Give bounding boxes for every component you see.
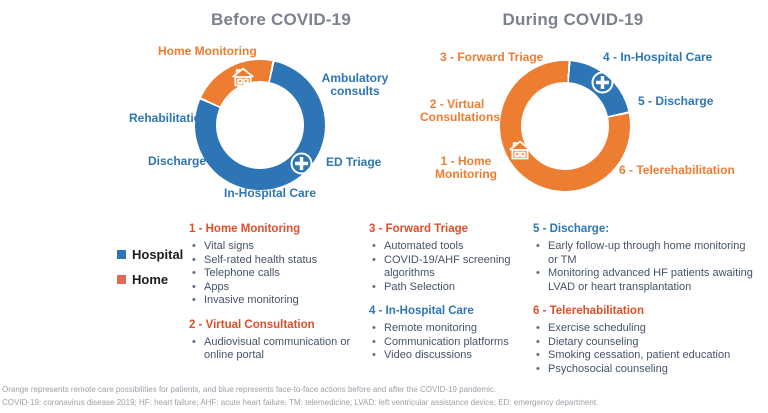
section-home-monitoring: 1 - Home Monitoring Vital signs Self-rat… [189, 222, 357, 308]
before-label-ed-triage: ED Triage [326, 155, 382, 169]
medical-cross-icon [290, 152, 313, 175]
before-chart-title: Before COVID-19 [211, 10, 351, 29]
list-item: Automated tools [369, 240, 521, 254]
section-title: 3 - Forward Triage [369, 223, 469, 235]
legend-item-home: Home [117, 272, 183, 287]
section-title: 6 - Telerehabilitation [533, 305, 644, 317]
during-chart-title: During COVID-19 [502, 10, 644, 29]
hospital-color-swatch [117, 250, 126, 259]
section-title: 4 - In-Hospital Care [369, 305, 474, 317]
during-label-forward-triage: 3 - Forward Triage [440, 50, 544, 64]
during-label-home-monitoring: 1 - Home Monitoring [435, 154, 497, 181]
before-label-in-hospital-care: In-Hospital Care [224, 186, 317, 200]
during-label-telerehabilitation: 6 - Telerehabilitation [619, 163, 735, 177]
list-item: Communication platforms [369, 336, 521, 350]
section-title: 2 - Virtual Consultation [189, 318, 315, 331]
list-item: Dietary counseling [533, 336, 755, 350]
legend-label-hospital: Hospital [132, 247, 184, 262]
list-item: Path Selection [369, 281, 521, 295]
section-telerehabilitation: 6 - Telerehabilitation Exercise scheduli… [533, 304, 755, 376]
section-virtual-consultation: 2 - Virtual Consultation Audiovisual com… [189, 318, 357, 363]
before-label-ambulatory-consults: Ambulatory consults [321, 71, 389, 98]
list-item: COVID-19/AHF screening algorithms [369, 254, 521, 281]
before-label-discharge: Discharge [148, 154, 207, 168]
during-label-virtual-consultations: 2 - Virtual Consultations [420, 97, 500, 124]
section-items: Early follow-up through home monitoring … [533, 240, 755, 294]
section-items: Audiovisual communication or online port… [189, 336, 357, 363]
during-label-discharge: 5 - Discharge [638, 94, 714, 108]
list-column-3: 5 - Discharge: Early follow-up through h… [533, 222, 755, 376]
section-items: Remote monitoring Communication platform… [369, 322, 521, 363]
list-item: Self-rated health status [189, 254, 357, 268]
medical-cross-icon [591, 71, 614, 94]
list-item: Invasive monitoring [189, 294, 357, 308]
section-items: Automated tools COVID-19/AHF screening a… [369, 240, 521, 294]
list-item: Remote monitoring [369, 322, 521, 336]
before-donut-chart [195, 60, 325, 190]
section-items: Exercise scheduling Dietary counseling S… [533, 322, 755, 376]
legend-item-hospital: Hospital [117, 247, 183, 262]
footnote-abbreviations: COVID-19: coronavirus disease 2019; HF: … [2, 398, 599, 407]
section-title: 1 - Home Monitoring [189, 223, 301, 235]
during-donut-chart [500, 61, 630, 191]
list-item: Apps [189, 281, 357, 295]
list-item: Video discussions [369, 349, 521, 363]
section-discharge: 5 - Discharge: Early follow-up through h… [533, 222, 755, 294]
list-item: Vital signs [189, 240, 357, 254]
section-title: 5 - Discharge: [533, 223, 610, 235]
list-item: Telephone calls [189, 267, 357, 281]
list-item: Early follow-up through home monitoring … [533, 240, 755, 267]
list-column-1: 1 - Home Monitoring Vital signs Self-rat… [189, 222, 357, 363]
list-column-2: 3 - Forward Triage Automated tools COVID… [369, 222, 521, 363]
list-item: Smoking cessation, patient education [533, 349, 755, 363]
section-items: Vital signs Self-rated health status Tel… [189, 240, 357, 308]
legend: Hospital Home [117, 247, 183, 297]
before-label-home-monitoring: Home Monitoring [158, 44, 257, 58]
list-item: Monitoring advanced HF patients awaiting… [533, 267, 755, 294]
legend-label-home: Home [132, 272, 169, 287]
list-item: Audiovisual communication or online port… [189, 336, 357, 363]
house-icon [509, 140, 531, 160]
home-color-swatch [117, 275, 126, 284]
section-in-hospital-care: 4 - In-Hospital Care Remote monitoring C… [369, 304, 521, 363]
house-icon [232, 67, 254, 87]
during-label-in-hospital-care: 4 - In-Hospital Care [603, 50, 713, 64]
section-forward-triage: 3 - Forward Triage Automated tools COVID… [369, 222, 521, 294]
list-item: Exercise scheduling [533, 322, 755, 336]
list-item: Psychosocial counseling [533, 363, 755, 377]
before-label-rehabilitation: Rehabilitation [129, 111, 209, 125]
footnote-color-key: Orange represents remote care possibilit… [2, 385, 497, 394]
